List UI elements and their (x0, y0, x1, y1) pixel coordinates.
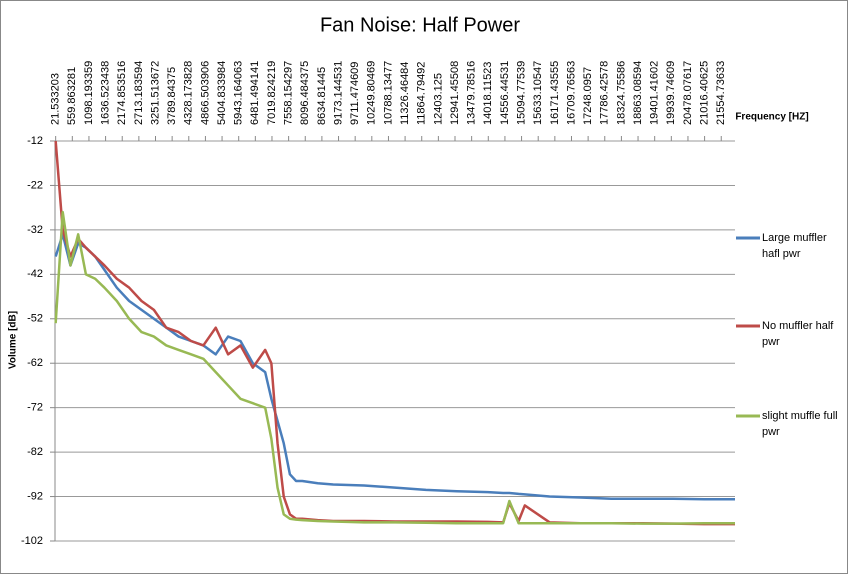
legend-label: Large muffler hafl pwr (762, 232, 827, 260)
x-tick-label: 15094.77539 (515, 61, 527, 125)
x-tick-label: 6481.494141 (249, 61, 261, 125)
legend-label: No muffler half pwr (762, 320, 834, 348)
x-tick-label: 19939.74609 (665, 61, 677, 125)
series-line (54, 140, 735, 526)
x-tick-label: 2713.183594 (133, 61, 145, 125)
series-line (54, 233, 735, 501)
legend-label: slight muffle full pwr (762, 410, 838, 438)
y-tick-label: -52 (27, 313, 43, 325)
x-tick-label: 11326.46484 (399, 62, 411, 125)
x-tick-label: 4328.173828 (183, 61, 195, 125)
x-tick-label: 19401.41602 (649, 61, 661, 125)
x-tick-label: 21554.73633 (715, 61, 727, 125)
y-tick-label: -62 (27, 357, 43, 369)
y-tick-label: -92 (27, 490, 43, 502)
x-tick-label: 17248.0957 (582, 67, 594, 125)
y-tick-label: -82 (27, 446, 43, 458)
x-tick-label: 5943.164063 (233, 61, 245, 125)
x-tick-label: 7019.824219 (266, 61, 278, 125)
x-tick-label: 1636.523438 (99, 61, 111, 125)
x-tick-label: 12403.125 (432, 73, 444, 125)
x-tick-label: 9711.474609 (349, 62, 361, 125)
x-tick-label: 21016.40625 (699, 61, 711, 125)
x-tick-label: 7558.154297 (283, 61, 295, 125)
y-tick-label: -72 (27, 402, 43, 414)
x-tick-label: 3789.84375 (166, 67, 178, 125)
y-axis-title: Volume [dB] (8, 311, 19, 369)
x-tick-label: 10249.80469 (366, 61, 378, 125)
y-tick-label: -22 (27, 179, 43, 191)
x-tick-label: 5404.833984 (216, 61, 228, 125)
x-tick-label: 11864.79492 (416, 62, 428, 125)
x-tick-label: 9173.144531 (332, 61, 344, 125)
x-tick-label: 1098.193359 (83, 61, 95, 125)
chart-title: Fan Noise: Half Power (320, 14, 520, 36)
x-tick-label: 21.533203 (50, 73, 62, 125)
y-tick-label: -102 (21, 535, 43, 547)
x-tick-label: 14556.44531 (499, 61, 511, 125)
x-tick-label: 17786.42578 (599, 61, 611, 125)
x-tick-label: 18324.75586 (615, 61, 627, 125)
y-tick-label: -12 (27, 135, 43, 147)
x-tick-label: 16171.43555 (549, 61, 561, 125)
x-tick-label: 8096.484375 (299, 61, 311, 125)
x-tick-label: 16709.76563 (565, 61, 577, 125)
x-tick-label: 559.863281 (66, 67, 78, 125)
x-tick-label: 8634.81445 (316, 67, 328, 125)
x-tick-label: 10788.13477 (382, 61, 394, 125)
x-tick-label: 20478.07617 (682, 61, 694, 125)
y-tick-label: -42 (27, 268, 43, 280)
series-line (54, 210, 735, 525)
x-axis-title: Frequency [HZ] (735, 112, 808, 123)
x-tick-label: 12941.45508 (449, 61, 461, 125)
x-tick-label: 18863.08594 (632, 61, 644, 125)
x-tick-label: 13479.78516 (466, 61, 478, 125)
x-tick-label: 14018.11523 (482, 62, 494, 125)
x-tick-label: 4866.503906 (199, 61, 211, 125)
x-tick-label: 3251.513672 (149, 61, 161, 125)
y-tick-label: -32 (27, 224, 43, 236)
x-tick-label: 2174.853516 (116, 61, 128, 125)
x-tick-label: 15633.10547 (532, 61, 544, 125)
